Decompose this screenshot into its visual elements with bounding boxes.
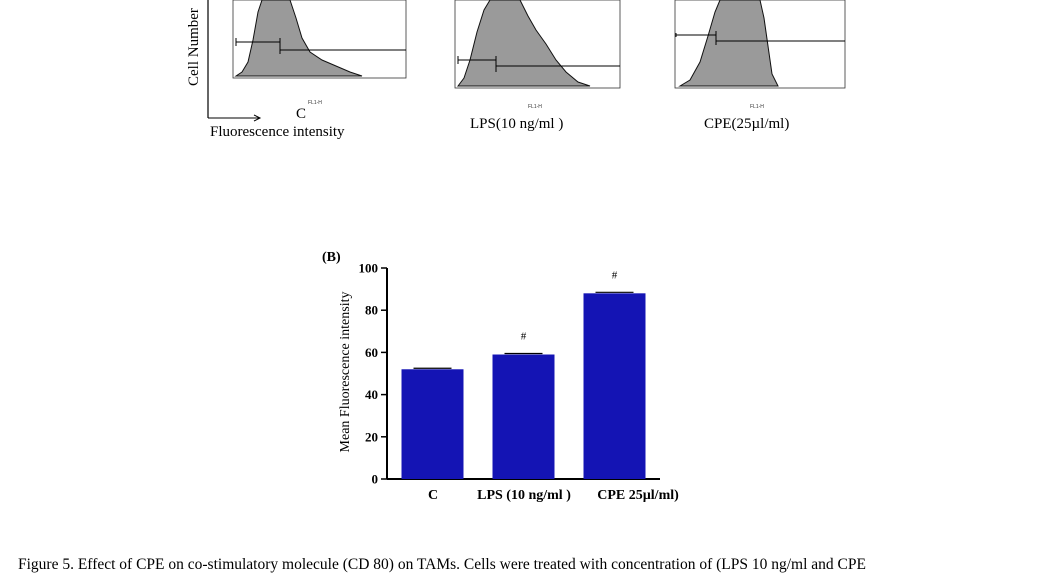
histogram-cpe: [674, 0, 846, 89]
y-tick-label-3: 60: [365, 345, 378, 360]
bars: ##: [401, 269, 646, 479]
x-tick-labels: C LPS (10 ng/ml ) CPE 25µl/ml): [428, 488, 679, 503]
arrow-head-icon: [253, 114, 262, 122]
x-tick-label-0: C: [428, 488, 438, 503]
bar-0: [401, 369, 464, 479]
x-tick-label-1: LPS (10 ng/ml ): [477, 488, 571, 503]
figure-caption: Figure 5. Effect of CPE on co-stimulator…: [18, 556, 866, 573]
fl1h-label-3: FL1-H: [750, 104, 764, 110]
bar-2: [583, 293, 646, 479]
bar-1: [492, 354, 555, 479]
y-tick-label-4: 80: [365, 303, 378, 318]
histogram-label-cpe: CPE(25µl/ml): [704, 116, 790, 132]
y-tick-label-5: 100: [359, 261, 379, 276]
histogram-panel-a: FL1-H FL1-H FL1-H Cell Number C Fluoresc…: [0, 0, 1038, 150]
fl1h-label-2: FL1-H: [528, 104, 542, 110]
significance-mark-2: #: [612, 269, 618, 281]
histogram-label-c: C: [296, 106, 307, 122]
histogram-lps: [454, 0, 621, 89]
y-axis: 0 20 40 60 80 100: [359, 261, 388, 487]
y-tick-label-2: 40: [365, 387, 378, 402]
histogram-c: [232, 0, 407, 79]
fluorescence-intensity-label: Fluorescence intensity: [210, 124, 345, 140]
histogram-label-lps: LPS(10 ng/ml ): [470, 116, 564, 132]
significance-mark-1: #: [521, 331, 527, 343]
x-tick-label-2: CPE 25µl/ml): [597, 488, 679, 503]
y-tick-label-0: 0: [372, 472, 379, 487]
fl1h-label-1: FL1-H: [308, 100, 322, 106]
histogram-svg: [207, 0, 846, 122]
y-tick-label-1: 20: [365, 429, 378, 444]
y-axis-title: Mean Fluorescence intensity: [338, 292, 353, 453]
panel-label-b: (B): [322, 250, 341, 265]
